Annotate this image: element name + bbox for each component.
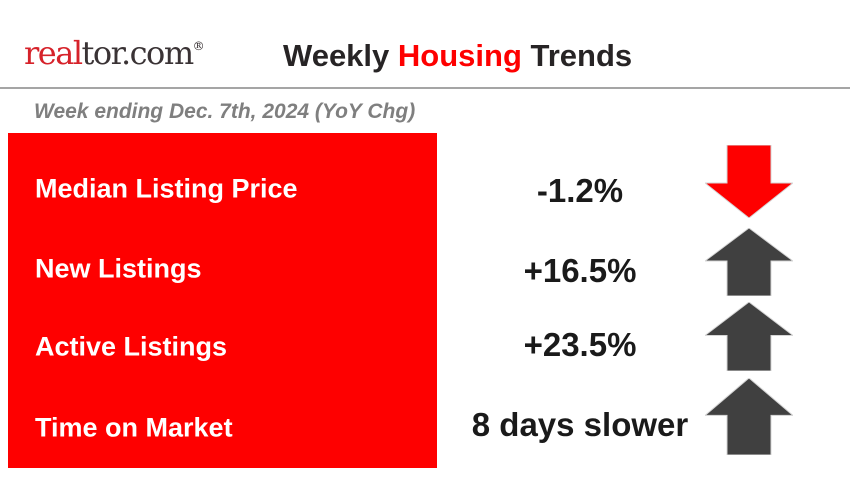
metric-label-time-on-market: Time on Market <box>35 412 233 443</box>
metric-label-median-listing-price: Median Listing Price <box>35 173 298 204</box>
down-arrow-icon <box>705 145 793 218</box>
up-arrow-icon <box>705 378 793 455</box>
up-arrow-shape <box>705 302 793 371</box>
metric-value-new-listings: +16.5% <box>523 252 637 289</box>
up-arrow-icon <box>705 228 793 296</box>
title-part-weekly: Weekly <box>283 38 398 73</box>
metric-value-time-on-market: 8 days slower <box>471 406 689 443</box>
up-arrow-icon <box>705 302 793 371</box>
title-part-trends: Trends <box>521 38 633 73</box>
metric-label-active-listings: Active Listings <box>35 331 228 362</box>
down-arrow-shape <box>705 145 793 218</box>
trends-panel: Median Listing Price New Listings Active… <box>8 133 437 468</box>
logo-text-real: real <box>24 34 83 72</box>
page-title: Weekly Housing Trends <box>283 38 632 74</box>
metric-value-active-listings: +23.5% <box>523 326 637 363</box>
up-arrow-shape <box>705 228 793 296</box>
metric-value-median-listing-price: -1.2% <box>536 172 624 209</box>
header-divider <box>0 87 850 89</box>
logo-text-torcom: tor.com <box>81 34 195 72</box>
title-part-housing: Housing <box>397 38 522 73</box>
realtor-logo: realtor.com® <box>24 34 205 72</box>
registered-mark: ® <box>192 39 205 53</box>
week-ending-subtitle: Week ending Dec. 7th, 2024 (YoY Chg) <box>34 100 416 123</box>
metric-label-new-listings: New Listings <box>35 253 202 284</box>
up-arrow-shape <box>705 378 793 455</box>
